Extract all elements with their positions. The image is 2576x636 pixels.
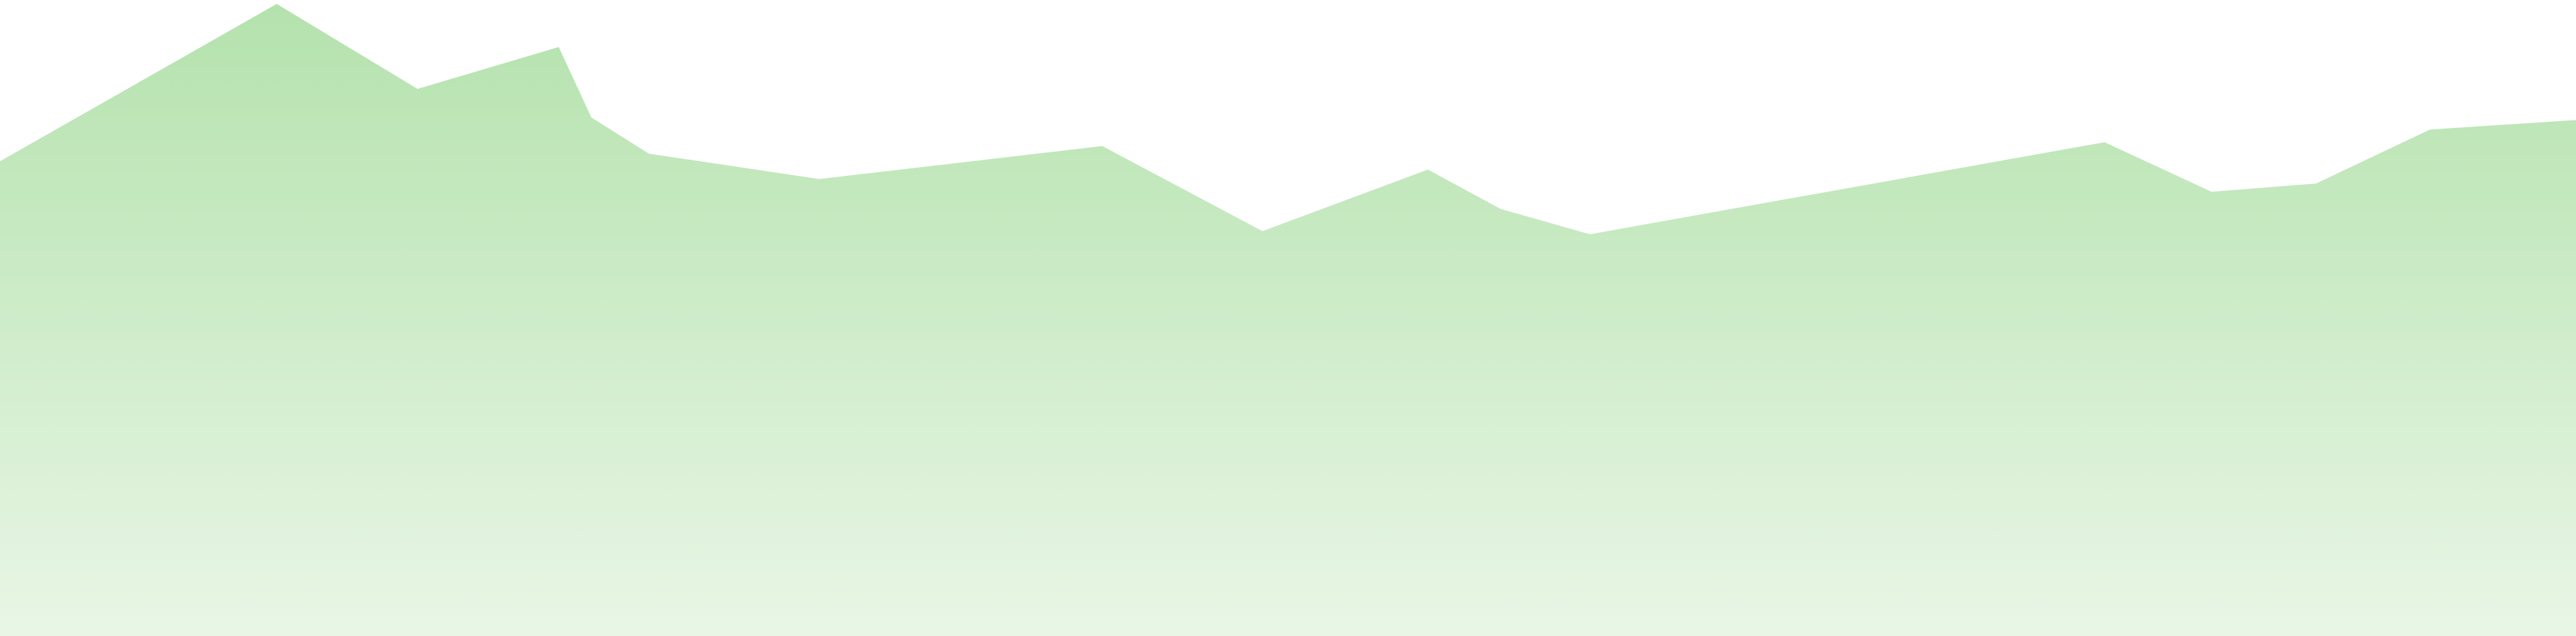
area-series-layer (0, 3, 2576, 636)
data-point-0-12 (2104, 141, 2105, 143)
data-point-0-6 (818, 179, 820, 180)
data-point-0-11 (1589, 233, 1590, 235)
data-point-0-4 (591, 117, 592, 118)
data-point-0-10 (1500, 208, 1501, 210)
data-point-0-8 (1262, 231, 1263, 232)
data-point-0-13 (2211, 191, 2212, 192)
data-point-0-15 (2429, 129, 2430, 131)
data-point-0-5 (649, 153, 650, 154)
data-point-0-7 (1101, 145, 1103, 147)
data-point-0-1 (276, 3, 278, 5)
data-point-0-3 (558, 47, 559, 48)
data-point-0-14 (2315, 183, 2317, 184)
data-point-0-2 (417, 88, 418, 89)
area-series-0 (0, 3, 2576, 636)
data-point-0-9 (1427, 169, 1428, 171)
